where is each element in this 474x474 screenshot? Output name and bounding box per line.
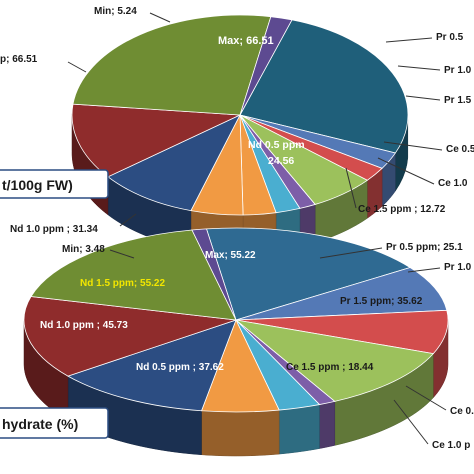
top-leader-ce05	[383, 141, 443, 151]
top-label-ce05: Ce 0.5	[446, 144, 474, 155]
bottom-leader-min	[109, 249, 135, 259]
bottom-label-max: Max; 55.22	[205, 250, 256, 261]
bottom-axis-label: hydrate (%)	[2, 416, 78, 432]
bottom-leader-ce05	[405, 385, 447, 411]
bottom-slice-3	[234, 319, 435, 402]
top-label-max: Max; 66.51	[218, 35, 274, 47]
pie-chart-top	[71, 14, 409, 254]
bottom-label-ce15: Ce 1.5 ppm ; 18.44	[286, 362, 374, 373]
top-label-min: Min; 5.24	[94, 6, 137, 17]
top-slice-10	[72, 14, 272, 116]
bottom-leader-pr05	[319, 247, 383, 259]
top-slice-0	[239, 19, 409, 154]
top-label-pr15: Pr 1.5	[444, 95, 472, 106]
bottom-leader-ce10	[393, 399, 429, 445]
bottom-label-min: Min; 3.48	[62, 244, 105, 255]
bottom-slice-side-4	[319, 401, 336, 449]
pie-chart-bottom	[23, 227, 449, 457]
bottom-slice-10	[191, 228, 237, 321]
top-leader-pr05	[385, 37, 433, 43]
top-slice-11	[239, 16, 293, 116]
bottom-label-nd10: Nd 1.0 ppm ; 45.73	[40, 320, 128, 331]
bottom-slice-8	[23, 296, 237, 377]
top-label-left-value: p; 66.51	[0, 54, 38, 65]
top-leader-ce10	[377, 157, 435, 185]
bottom-slice-0	[205, 227, 412, 321]
bottom-slice-1	[235, 267, 448, 321]
bottom-label-pr05: Pr 0.5 ppm; 25.1	[386, 242, 463, 253]
bottom-leader-pr10	[407, 267, 441, 273]
bottom-slice-side-6	[201, 409, 280, 457]
bottom-label-nd05: Nd 0.5 ppm ; 37.62	[136, 362, 224, 373]
bottom-label-ce05: Ce 0.5	[450, 406, 474, 417]
bottom-axis-box: hydrate (%)	[0, 407, 109, 439]
top-leader-ce15	[345, 167, 357, 209]
top-callouts: Min; 5.24 p; 66.51 Max; 66.51 Pr 0.5 Pr …	[0, 6, 474, 235]
bottom-slice-9	[30, 229, 237, 321]
top-label-pr05: Pr 0.5	[436, 32, 464, 43]
top-label-nd05-name: Nd 0.5 ppm	[248, 139, 305, 151]
bottom-label-pr15: Pr 1.5 ppm; 35.62	[340, 296, 423, 307]
top-leader-pr10	[397, 65, 441, 71]
bottom-slice-side-5	[278, 404, 320, 455]
top-label-pr10: Pr 1.0	[444, 65, 472, 76]
bottom-label-pr10: Pr 1.0	[444, 262, 472, 273]
bottom-label-ce10: Ce 1.0 p	[432, 440, 470, 451]
bottom-slice-2	[235, 309, 449, 355]
top-leader-pr15	[405, 95, 441, 101]
bottom-slice-7	[66, 319, 237, 412]
top-leader-nd10	[119, 213, 137, 227]
bottom-label-nd15: Nd 1.5 ppm; 55.22	[80, 278, 165, 289]
top-label-ce15: Ce 1.5 ppm ; 12.72	[358, 204, 446, 215]
top-label-nd10: Nd 1.0 ppm ; 31.34	[10, 224, 98, 235]
top-axis-box: t/100g FW)	[0, 169, 109, 199]
top-label-ce10: Ce 1.0	[438, 178, 468, 189]
top-slice-8	[107, 114, 241, 212]
top-axis-label: t/100g FW)	[2, 177, 73, 193]
top-leader-min	[149, 12, 171, 23]
top-leader-left-value	[67, 61, 87, 73]
bottom-callouts: Min; 3.48 Max; 55.22 Pr 0.5 ppm; 25.1 Pr…	[40, 242, 474, 451]
top-label-nd05-value: 24.56	[268, 155, 294, 167]
